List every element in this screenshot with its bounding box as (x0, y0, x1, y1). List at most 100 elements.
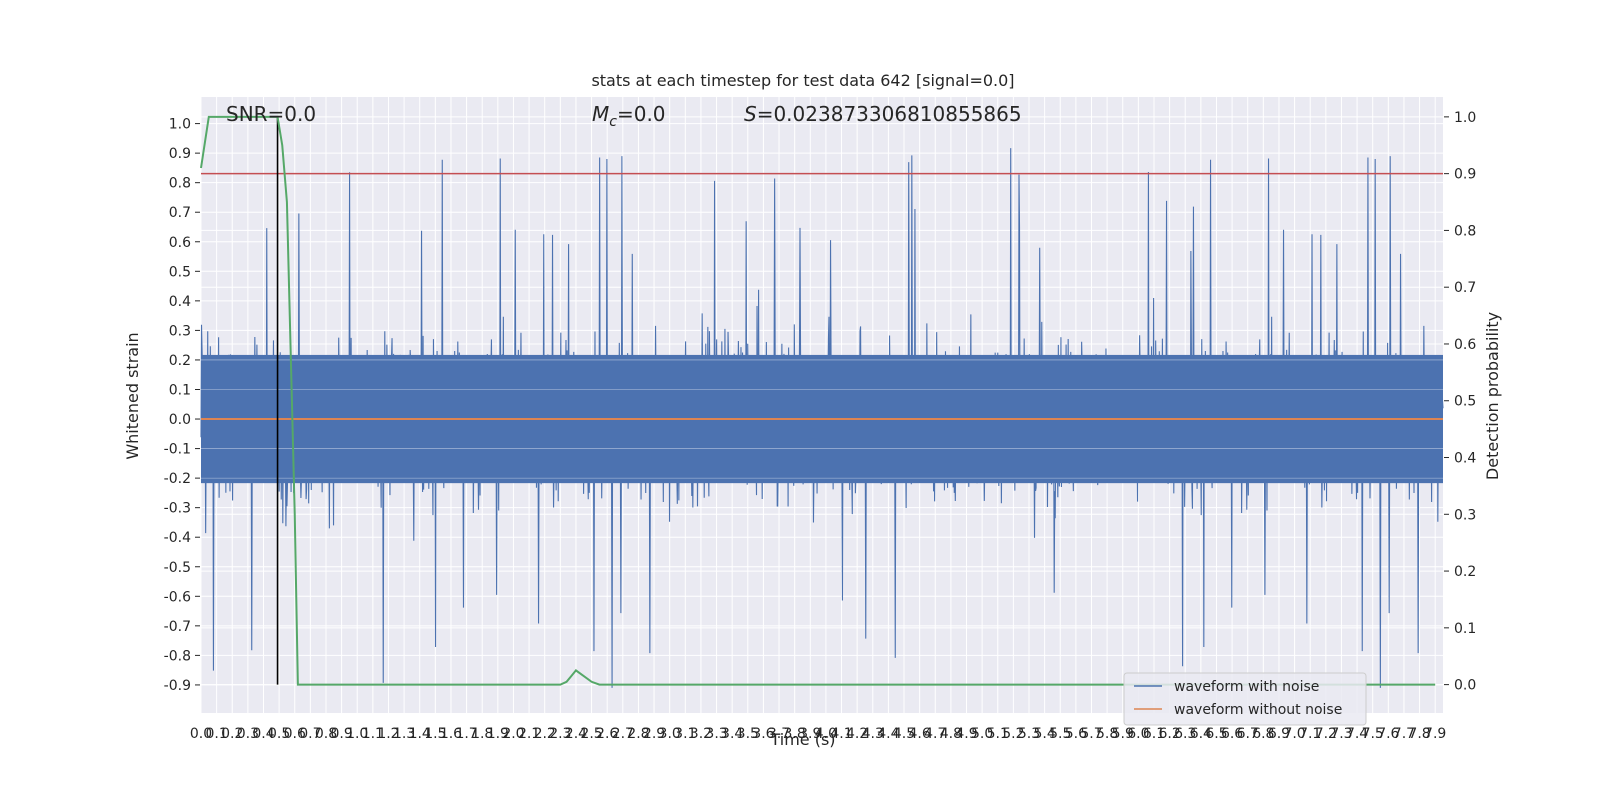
x-tick-label: 1.2 (377, 726, 399, 742)
x-tick-label: 6.1 (1143, 726, 1165, 742)
y2-tick-label: 0.7 (1454, 280, 1476, 296)
y-tick-label: -0.3 (164, 501, 191, 517)
x-tick-label: 4.4 (877, 726, 899, 742)
chart-title: stats at each timestep for test data 642… (591, 71, 1014, 90)
x-tick-label: 3.3 (705, 726, 727, 742)
y2-tick-label: 1.0 (1454, 110, 1476, 126)
legend-label-clean: waveform without noise (1174, 702, 1342, 718)
x-tick-label: 7.3 (1330, 726, 1352, 742)
x-tick-label: 3.7 (768, 726, 790, 742)
x-tick-label: 2.6 (596, 726, 618, 742)
y-tick-label: -0.2 (164, 471, 191, 487)
x-tick-label: 6.5 (1205, 726, 1227, 742)
x-tick-label: 3.9 (799, 726, 821, 742)
x-tick-label: 1.5 (424, 726, 446, 742)
x-tick-label: 6.7 (1237, 726, 1259, 742)
x-tick-label: 0.4 (252, 726, 274, 742)
y-tick-label: 0.6 (169, 235, 191, 251)
x-tick-label: 7.8 (1408, 726, 1430, 742)
x-tick-label: 6.3 (1174, 726, 1196, 742)
x-tick-label: 2.7 (612, 726, 634, 742)
y2-tick-label: 0.8 (1454, 223, 1476, 239)
x-tick-label: 5.5 (1049, 726, 1071, 742)
x-tick-label: 0.2 (221, 726, 243, 742)
x-tick-label: 5.0 (971, 726, 993, 742)
x-tick-label: 1.1 (362, 726, 384, 742)
x-tick-label: 0.9 (330, 726, 352, 742)
x-tick-label: 4.1 (830, 726, 852, 742)
x-tick-label: 4.3 (862, 726, 884, 742)
x-tick-label: 2.2 (534, 726, 556, 742)
x-tick-label: 5.1 (987, 726, 1009, 742)
y2-tick-label: 0.9 (1454, 167, 1476, 183)
s-annotation: S=0.023873306810855865 (744, 102, 1022, 126)
legend: waveform with noise waveform without noi… (1123, 672, 1367, 726)
x-tick-label: 5.2 (1002, 726, 1024, 742)
x-tick-label: 7.9 (1424, 726, 1446, 742)
x-tick-label: 7.5 (1362, 726, 1384, 742)
y-tick-label: -0.8 (164, 648, 191, 664)
x-tick-label: 2.3 (549, 726, 571, 742)
x-tick-label: 3.4 (721, 726, 743, 742)
x-tick-label: 7.1 (1299, 726, 1321, 742)
x-tick-label: 4.5 (893, 726, 915, 742)
y-tick-label: -0.4 (164, 530, 191, 546)
y2-tick-label: 0.3 (1454, 507, 1476, 523)
x-tick-label: 0.1 (205, 726, 227, 742)
x-tick-label: 2.1 (518, 726, 540, 742)
x-tick-label: 6.0 (1127, 726, 1149, 742)
x-tick-label: 7.4 (1346, 726, 1368, 742)
x-tick-label: 1.4 (409, 726, 431, 742)
x-tick-label: 5.9 (1112, 726, 1134, 742)
y2-tick-label: 0.2 (1454, 564, 1476, 580)
x-tick-label: 6.9 (1268, 726, 1290, 742)
x-tick-label: 7.6 (1377, 726, 1399, 742)
x-tick-label: 5.4 (1033, 726, 1055, 742)
x-tick-label: 0.8 (315, 726, 337, 742)
x-tick-label: 0.0 (190, 726, 212, 742)
y-tick-label: 0.7 (169, 205, 191, 221)
y2-tick-label: 0.0 (1454, 678, 1476, 694)
y-axis-ticks: -0.9 -0.8 -0.7 -0.6 -0.5 -0.4 -0.3 -0.2 -0.1 0.0 0… (164, 117, 200, 694)
y2-axis-label: Detection probability (1483, 312, 1502, 480)
y2-tick-label: 0.6 (1454, 337, 1476, 353)
x-tick-label: 4.9 (955, 726, 977, 742)
x-tick-label: 1.3 (393, 726, 415, 742)
x-tick-label: 0.7 (299, 726, 321, 742)
y-tick-label: 0.5 (169, 264, 191, 280)
x-tick-label: 5.7 (1080, 726, 1102, 742)
x-tick-label: 4.8 (940, 726, 962, 742)
x-tick-label: 6.8 (1252, 726, 1274, 742)
x-tick-label: 1.6 (440, 726, 462, 742)
x-tick-label: 2.8 (627, 726, 649, 742)
x-tick-label: 2.0 (502, 726, 524, 742)
x-tick-label: 1.9 (487, 726, 509, 742)
mc-annotation: Mc=0.0 (592, 102, 666, 130)
x-axis-ticks: 0.00.10.20.30.40.50.60.70.80.91.01.11.21… (190, 726, 1446, 742)
x-tick-label: 0.5 (268, 726, 290, 742)
y2-axis-ticks: 0.0 0.1 0.2 0.3 0.4 0.5 0.6 0.7 0.8 0.9 1.0 (1444, 110, 1476, 694)
series-detection-probability (200, 115, 1436, 686)
x-tick-label: 5.6 (1065, 726, 1087, 742)
x-tick-label: 7.7 (1393, 726, 1415, 742)
x-tick-label: 3.0 (659, 726, 681, 742)
y-tick-label: 0.2 (169, 353, 191, 369)
x-tick-label: 4.6 (909, 726, 931, 742)
x-tick-label: 7.0 (1283, 726, 1305, 742)
y2-tick-label: 0.1 (1454, 621, 1476, 637)
x-tick-label: 1.0 (346, 726, 368, 742)
x-tick-label: 3.1 (674, 726, 696, 742)
y-tick-label: 0.8 (169, 176, 191, 192)
y2-tick-label: 0.4 (1454, 451, 1476, 467)
x-tick-label: 1.7 (455, 726, 477, 742)
x-tick-label: 2.5 (580, 726, 602, 742)
x-tick-label: 5.8 (1096, 726, 1118, 742)
x-tick-label: 6.6 (1221, 726, 1243, 742)
x-tick-label: 2.9 (643, 726, 665, 742)
x-tick-label: 0.6 (284, 726, 306, 742)
y-tick-label: 0.3 (169, 323, 191, 339)
x-tick-label: 6.2 (1158, 726, 1180, 742)
x-tick-label: 2.4 (565, 726, 587, 742)
x-tick-label: 5.3 (1018, 726, 1040, 742)
y-tick-label: -0.7 (164, 619, 191, 635)
